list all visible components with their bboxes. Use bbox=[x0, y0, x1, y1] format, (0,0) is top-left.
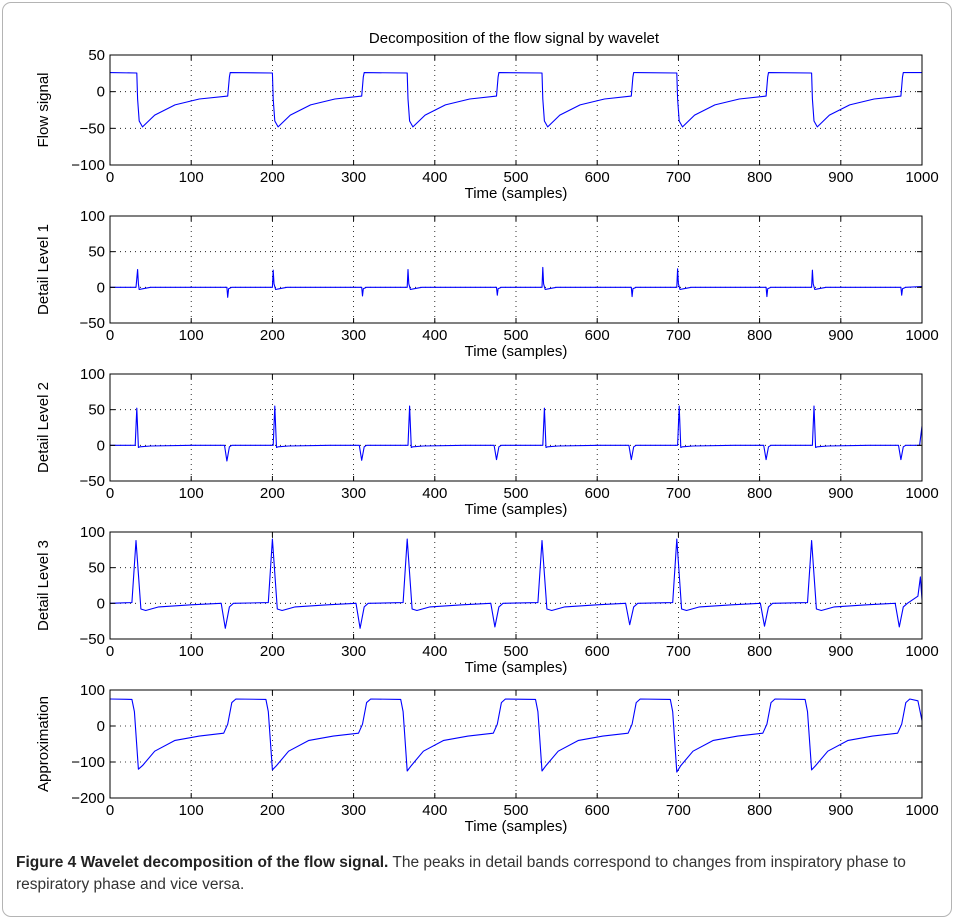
x-tick-label: 600 bbox=[585, 327, 610, 344]
x-tick-label: 200 bbox=[260, 169, 285, 186]
x-axis-label: Time (samples) bbox=[465, 659, 568, 676]
y-axis-label: Flow signal bbox=[35, 72, 52, 147]
y-tick-label: −50 bbox=[80, 315, 105, 332]
x-tick-label: 100 bbox=[179, 643, 204, 660]
y-tick-label: −100 bbox=[71, 157, 105, 174]
x-tick-label: 1000 bbox=[905, 485, 938, 502]
y-tick-label: 0 bbox=[97, 279, 105, 296]
series-line-5 bbox=[109, 698, 923, 773]
y-tick-label: 100 bbox=[80, 524, 105, 541]
x-tick-label: 900 bbox=[828, 169, 853, 186]
series-line-3 bbox=[110, 405, 923, 462]
x-tick-label: 1000 bbox=[905, 643, 938, 660]
x-tick-label: 500 bbox=[503, 327, 528, 344]
x-tick-label: 200 bbox=[260, 643, 285, 660]
x-tick-label: 900 bbox=[828, 485, 853, 502]
x-tick-label: 800 bbox=[747, 169, 772, 186]
x-tick-label: 100 bbox=[179, 802, 204, 819]
y-tick-label: 0 bbox=[97, 595, 105, 612]
x-tick-label: 1000 bbox=[905, 802, 938, 819]
x-tick-label: 500 bbox=[503, 802, 528, 819]
x-tick-label: 800 bbox=[747, 643, 772, 660]
y-tick-label: −50 bbox=[80, 120, 105, 137]
y-axis-label: Detail Level 1 bbox=[35, 224, 52, 315]
y-tick-label: 100 bbox=[80, 208, 105, 225]
x-axis-label: Time (samples) bbox=[465, 343, 568, 360]
x-tick-label: 600 bbox=[585, 485, 610, 502]
axes-box-5 bbox=[109, 689, 923, 799]
x-tick-label: 800 bbox=[747, 802, 772, 819]
x-tick-label: 0 bbox=[106, 169, 114, 186]
x-tick-label: 700 bbox=[666, 169, 691, 186]
x-tick-label: 900 bbox=[828, 327, 853, 344]
x-tick-label: 400 bbox=[422, 169, 447, 186]
caption-text: The peaks in detail bands correspond to … bbox=[16, 854, 906, 893]
x-tick-label: 700 bbox=[666, 327, 691, 344]
y-tick-label: 50 bbox=[88, 560, 105, 577]
y-tick-label: 0 bbox=[97, 84, 105, 101]
figure-caption: Figure 4 Wavelet decomposition of the fl… bbox=[16, 852, 916, 896]
y-axis-label: Detail Level 2 bbox=[35, 382, 52, 473]
x-tick-label: 500 bbox=[503, 485, 528, 502]
y-axis-label: Approximation bbox=[35, 696, 52, 792]
x-tick-label: 1000 bbox=[905, 169, 938, 186]
wavelet-figure: Decomposition of the flow signal by wave… bbox=[35, 30, 939, 835]
x-tick-label: 400 bbox=[422, 643, 447, 660]
y-tick-label: −50 bbox=[80, 631, 105, 648]
x-tick-label: 0 bbox=[106, 485, 114, 502]
y-axis-label: Detail Level 3 bbox=[35, 540, 52, 631]
y-tick-label: 50 bbox=[88, 47, 105, 64]
x-tick-label: 900 bbox=[828, 643, 853, 660]
y-tick-label: 100 bbox=[80, 366, 105, 383]
x-tick-label: 300 bbox=[341, 485, 366, 502]
x-tick-label: 400 bbox=[422, 485, 447, 502]
x-tick-label: 800 bbox=[747, 485, 772, 502]
x-tick-label: 500 bbox=[503, 643, 528, 660]
x-axis-label: Time (samples) bbox=[465, 185, 568, 202]
x-tick-label: 0 bbox=[106, 327, 114, 344]
x-axis-label: Time (samples) bbox=[465, 818, 568, 835]
x-axis-label: Time (samples) bbox=[465, 501, 568, 518]
x-tick-label: 800 bbox=[747, 327, 772, 344]
x-tick-label: 200 bbox=[260, 802, 285, 819]
x-tick-label: 300 bbox=[341, 327, 366, 344]
caption-label: Figure 4 Wavelet decomposition of the fl… bbox=[16, 854, 389, 871]
x-tick-label: 600 bbox=[585, 169, 610, 186]
x-tick-label: 700 bbox=[666, 485, 691, 502]
x-tick-label: 100 bbox=[179, 327, 204, 344]
x-tick-label: 100 bbox=[179, 169, 204, 186]
y-tick-label: 100 bbox=[80, 682, 105, 699]
x-tick-label: 100 bbox=[179, 485, 204, 502]
x-tick-label: 700 bbox=[666, 643, 691, 660]
x-tick-label: 300 bbox=[341, 802, 366, 819]
x-tick-label: 0 bbox=[106, 802, 114, 819]
x-tick-label: 700 bbox=[666, 802, 691, 819]
x-tick-label: 900 bbox=[828, 802, 853, 819]
x-tick-label: 1000 bbox=[905, 327, 938, 344]
series-line-4 bbox=[109, 538, 923, 629]
series-line-1 bbox=[109, 72, 922, 128]
x-tick-label: 500 bbox=[503, 169, 528, 186]
x-tick-label: 200 bbox=[260, 327, 285, 344]
x-tick-label: 600 bbox=[585, 643, 610, 660]
y-tick-label: 50 bbox=[88, 402, 105, 419]
y-tick-label: −200 bbox=[71, 790, 105, 807]
y-tick-label: 0 bbox=[97, 718, 105, 735]
y-tick-label: −50 bbox=[80, 473, 105, 490]
figure-title: Decomposition of the flow signal by wave… bbox=[369, 30, 660, 47]
x-tick-label: 400 bbox=[422, 327, 447, 344]
y-tick-label: −100 bbox=[71, 754, 105, 771]
x-tick-label: 400 bbox=[422, 802, 447, 819]
x-tick-label: 300 bbox=[341, 643, 366, 660]
y-tick-label: 50 bbox=[88, 244, 105, 261]
y-tick-label: 0 bbox=[97, 437, 105, 454]
x-tick-label: 600 bbox=[585, 802, 610, 819]
series-line-2 bbox=[110, 266, 923, 298]
x-tick-label: 0 bbox=[106, 643, 114, 660]
x-tick-label: 200 bbox=[260, 485, 285, 502]
x-tick-label: 300 bbox=[341, 169, 366, 186]
